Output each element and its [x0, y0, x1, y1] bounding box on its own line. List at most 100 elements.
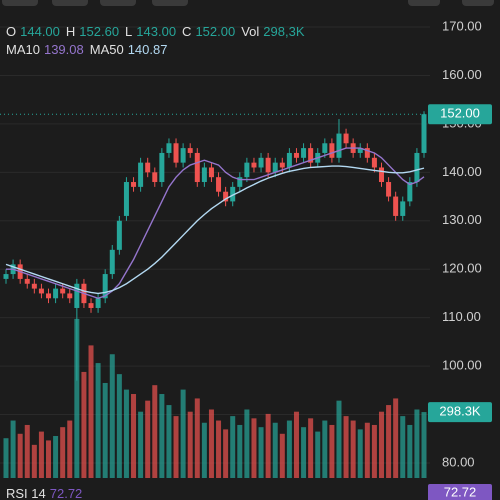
- rsi-box-label: 72.72: [444, 484, 477, 499]
- header-value: 298,3K: [263, 24, 305, 39]
- tool-button[interactable]: [2, 0, 38, 6]
- tool-button[interactable]: [462, 0, 494, 6]
- y-tick-label: 160.00: [442, 67, 482, 82]
- volume-bar: [109, 354, 115, 478]
- candle-body: [364, 148, 370, 158]
- candle-body: [3, 274, 9, 279]
- candle-body: [145, 162, 151, 173]
- candle-body: [116, 220, 122, 250]
- y-tick-label: 100.00: [442, 358, 482, 373]
- volume-bar: [421, 412, 427, 478]
- candle-body: [357, 148, 363, 153]
- volume-bar: [244, 409, 250, 478]
- volume-bar: [286, 420, 292, 478]
- volume-bar: [322, 420, 328, 478]
- header-value: 140.87: [128, 42, 168, 57]
- volume-bar: [258, 427, 264, 478]
- header-row: MA10 139.08 MA50 140.87: [6, 42, 167, 57]
- volume-bar: [265, 413, 271, 478]
- volume-bar: [152, 385, 158, 478]
- tool-button[interactable]: [52, 0, 88, 6]
- volume-bar: [159, 394, 165, 478]
- candle-body: [230, 186, 236, 202]
- volume-bar: [223, 429, 229, 478]
- candle-body: [208, 167, 214, 178]
- y-tick-label: 170.00: [442, 18, 482, 33]
- volume-bar: [173, 416, 179, 478]
- candle-body: [166, 143, 172, 153]
- candle-body: [95, 298, 101, 308]
- volume-bar: [230, 416, 236, 478]
- volume-bar: [315, 431, 321, 478]
- y-tick-label: 120.00: [442, 261, 482, 276]
- candle-body: [31, 283, 37, 289]
- candle-body: [46, 293, 52, 299]
- candle-body: [301, 148, 307, 158]
- header-value: 139.08: [44, 42, 84, 57]
- volume-bar: [102, 382, 108, 478]
- candle-body: [272, 162, 278, 173]
- volume-bar: [60, 427, 66, 478]
- candle-body: [336, 133, 342, 158]
- volume-bar: [24, 424, 30, 478]
- volume-bar: [88, 345, 94, 478]
- tool-button[interactable]: [100, 0, 136, 6]
- candle-body: [38, 288, 44, 294]
- volume-bar: [251, 418, 257, 478]
- header-label: O: [6, 24, 16, 39]
- volume-bar: [3, 438, 9, 478]
- volume-bar: [293, 411, 299, 478]
- rsi-value: 72.72: [50, 486, 83, 500]
- candle-body: [201, 167, 207, 183]
- price-axis: 170.00160.00150.00140.00130.00120.00110.…: [0, 18, 492, 469]
- header-value: 144.00: [20, 24, 60, 39]
- volume-bar: [187, 411, 193, 478]
- candle-body: [159, 152, 165, 183]
- rsi-row: RSI 14 72.72 72.72: [6, 484, 492, 500]
- volume-bar: [201, 422, 207, 478]
- candle-body: [393, 196, 399, 216]
- volume-bar: [400, 416, 406, 478]
- volume-bar: [31, 444, 37, 478]
- volume-bar: [38, 431, 44, 478]
- header-label: L: [125, 24, 132, 39]
- last-price-label: 152.00: [440, 106, 480, 121]
- candle-body: [322, 143, 328, 153]
- volume-bars: [3, 318, 427, 478]
- header-label: H: [66, 24, 75, 39]
- header-label: MA10: [6, 42, 40, 57]
- candle-body: [187, 148, 193, 153]
- header: O 144.00 H 152.60 L 143.00 C 152.00 Vol 298,3K MA1…: [6, 24, 305, 57]
- candle-body: [102, 274, 108, 299]
- candle-body: [400, 201, 406, 216]
- candle-body: [407, 182, 413, 202]
- rsi-row: RSI 14 72.72: [6, 486, 82, 500]
- volume-bar: [301, 427, 307, 478]
- candle-body: [109, 249, 115, 275]
- ma-lines: [5, 147, 425, 300]
- candle-body: [251, 162, 257, 168]
- volume-bar: [371, 424, 377, 478]
- candle-body: [74, 283, 80, 308]
- volume-bar: [386, 405, 392, 478]
- tool-button[interactable]: [408, 0, 440, 6]
- candle-body: [223, 191, 229, 202]
- volume-bar: [237, 424, 243, 478]
- volume-bar: [95, 363, 101, 478]
- last-price-box: [428, 104, 492, 125]
- volume-bar: [53, 436, 59, 478]
- volume-bar: [350, 420, 356, 478]
- header-value: 152.60: [79, 24, 119, 39]
- toolbar-fragments: [2, 0, 494, 6]
- rsi-box: [428, 484, 492, 500]
- header-label: MA50: [90, 42, 124, 57]
- candle-body: [378, 167, 384, 183]
- rsi-label: RSI 14: [6, 486, 46, 500]
- last-volume-box: [428, 402, 492, 423]
- y-tick-label: 110.00: [442, 309, 481, 324]
- tool-button[interactable]: [152, 0, 188, 6]
- candle-body: [152, 172, 158, 183]
- volume-bar: [393, 398, 399, 478]
- volume-bar: [378, 411, 384, 478]
- volume-bar: [180, 389, 186, 478]
